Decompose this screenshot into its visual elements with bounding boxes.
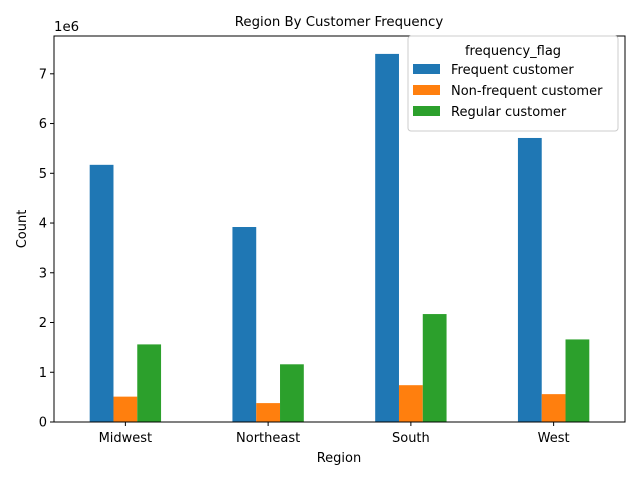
legend-label-regular-customer: Regular customer bbox=[451, 105, 567, 120]
y-axis-offset-label: 1e6 bbox=[54, 20, 79, 35]
bar-midwest-frequent-customer bbox=[89, 164, 114, 422]
legend-swatch-regular-customer bbox=[413, 106, 440, 116]
x-tick-label-northeast: Northeast bbox=[236, 431, 300, 446]
x-tick-label-south: South bbox=[392, 431, 430, 446]
y-tick-label: 3 bbox=[39, 266, 47, 281]
bar-northeast-regular-customer bbox=[280, 364, 304, 422]
y-tick-label: 5 bbox=[39, 167, 47, 182]
bar-west-regular-customer bbox=[565, 339, 590, 422]
plot-frame bbox=[53, 35, 626, 423]
bar-northeast-frequent-customer bbox=[232, 227, 257, 422]
bar-south-non-frequent-customer bbox=[398, 385, 423, 422]
y-tick-label: 0 bbox=[39, 416, 47, 431]
x-axis-label: Region bbox=[317, 451, 362, 466]
bar-south-frequent-customer bbox=[375, 53, 399, 422]
legend-label-non-frequent-customer: Non-frequent customer bbox=[451, 84, 603, 99]
legend-box bbox=[407, 35, 619, 132]
y-tick-label: 2 bbox=[39, 316, 47, 331]
x-tick-label-west: West bbox=[538, 431, 570, 446]
y-tick-label: 4 bbox=[39, 217, 47, 232]
bar-midwest-non-frequent-customer bbox=[113, 396, 138, 422]
bar-west-frequent-customer bbox=[517, 137, 542, 422]
legend-items: Frequent customer Non-frequent customer Re… bbox=[413, 63, 603, 120]
y-tick-label: 6 bbox=[39, 117, 47, 132]
x-tick-label-midwest: Midwest bbox=[99, 431, 153, 446]
bars-group bbox=[89, 53, 590, 422]
legend-swatch-frequent-customer bbox=[413, 64, 440, 74]
bar-midwest-regular-customer bbox=[137, 344, 162, 422]
legend-swatch-non-frequent-customer bbox=[413, 85, 440, 95]
legend: frequency_flag Frequent customer Non-freq… bbox=[407, 35, 619, 132]
bar-west-non-frequent-customer bbox=[541, 394, 566, 422]
legend-title: frequency_flag bbox=[465, 44, 561, 59]
bar-northeast-non-frequent-customer bbox=[256, 403, 281, 422]
y-axis: 0 1 2 3 4 5 6 7 bbox=[39, 67, 54, 431]
legend-label-frequent-customer: Frequent customer bbox=[451, 63, 574, 78]
y-axis-label: Count bbox=[15, 210, 30, 249]
bar-south-regular-customer bbox=[422, 314, 447, 422]
x-axis: Midwest Northeast South West bbox=[99, 422, 570, 446]
chart-title: Region By Customer Frequency bbox=[235, 15, 444, 30]
y-tick-label: 7 bbox=[39, 67, 47, 82]
y-tick-label: 1 bbox=[39, 366, 47, 381]
